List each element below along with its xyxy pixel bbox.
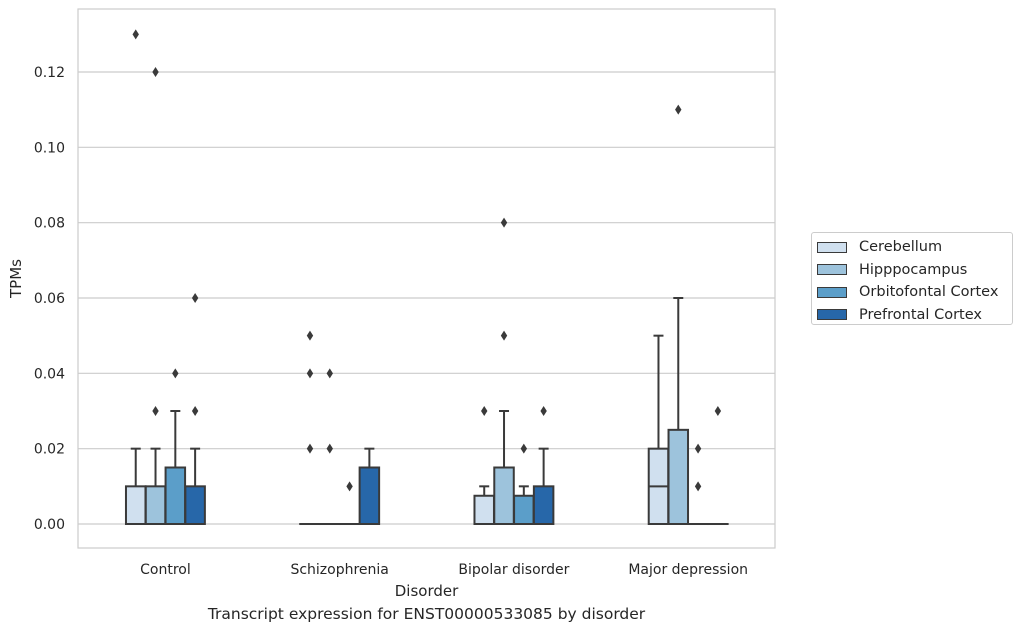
box (184, 485, 206, 526)
box-hipppocampus (144, 67, 167, 526)
x-tick-label: Control (140, 562, 191, 578)
box-prefrontal-cortex (184, 293, 206, 526)
box (358, 466, 381, 525)
outlier-point (481, 406, 488, 416)
box (667, 428, 690, 526)
y-tick-label: 0.12 (34, 65, 65, 81)
outlier-point (500, 330, 508, 341)
outlier-point (326, 368, 333, 379)
box-prefrontal-cortex (532, 406, 555, 526)
outlier-point (306, 368, 314, 379)
chart-title: Transcript expression for ENST0000053308… (207, 605, 646, 623)
legend-swatch (817, 309, 847, 321)
outlier-point (172, 368, 179, 379)
legend-label: Cerebellum (859, 239, 943, 256)
x-tick-label: Major depression (628, 562, 748, 578)
x-tick-labels: Control Schizophrenia Bipolar disorder Majo… (140, 562, 748, 578)
y-tick-label: 0.08 (34, 216, 65, 232)
legend-swatch (817, 264, 847, 276)
legend-item: Prefrontal Cortex (817, 304, 1012, 327)
legend: Cerebellum Hipppocampus Orbitofontal Corte… (811, 232, 1013, 325)
outlier-point (346, 481, 353, 492)
y-tick-label: 0.04 (34, 366, 65, 382)
box (493, 466, 515, 525)
box-cerebellum (473, 406, 495, 525)
legend-item: Hipppocampus (817, 259, 1012, 282)
box (124, 485, 147, 526)
box-cerebellum (647, 334, 670, 525)
legend-item: Orbitofontal Cortex (817, 281, 1012, 304)
legend-item: Cerebellum (817, 236, 1012, 259)
outlier-point (694, 481, 702, 492)
x-tick-label: Schizophrenia (290, 562, 388, 578)
boxes-layer (124, 29, 729, 526)
x-tick-label: Bipolar disorder (458, 562, 569, 578)
y-tick-labels: 0.00 0.02 0.04 0.06 0.08 0.10 0.12 (34, 65, 65, 533)
outlier-point (694, 443, 702, 454)
outlier-point (152, 67, 159, 77)
x-axis-label: Disorder (395, 582, 459, 600)
y-axis-label: TPMs (7, 259, 25, 299)
outlier-point (191, 293, 199, 303)
legend-swatch (817, 241, 847, 253)
box-orbitofontal-cortex (164, 368, 187, 525)
legend-label: Orbitofontal Cortex (859, 284, 999, 301)
box-hipppocampus (667, 104, 690, 526)
y-tick-label: 0.10 (34, 140, 65, 156)
box-cerebellum (124, 29, 147, 526)
box (532, 485, 555, 526)
legend-label: Hipppocampus (859, 261, 968, 278)
outlier-point (132, 29, 139, 40)
plot-frame (77, 8, 776, 549)
box (144, 485, 167, 526)
outlier-point (675, 104, 682, 115)
legend-swatch (817, 286, 847, 298)
box-orbitofontal-cortex (338, 481, 361, 526)
box-prefrontal-cortex (358, 447, 381, 525)
y-tick-label: 0.02 (34, 442, 65, 458)
box-cerebellum (299, 330, 321, 526)
outlier-point (520, 443, 528, 454)
outlier-point (714, 406, 722, 416)
y-tick-label: 0.06 (34, 291, 65, 307)
y-tick-label: 0.00 (34, 517, 65, 533)
outlier-point (191, 406, 199, 416)
box-prefrontal-cortex (707, 406, 729, 526)
outlier-point (500, 217, 508, 228)
outlier-point (306, 330, 314, 341)
legend-label: Prefrontal Cortex (859, 306, 982, 323)
outlier-point (326, 443, 333, 454)
outlier-point (152, 406, 159, 416)
box (473, 494, 495, 525)
outlier-point (306, 443, 314, 454)
box (513, 494, 535, 525)
box (164, 466, 187, 525)
outlier-point (540, 406, 547, 416)
